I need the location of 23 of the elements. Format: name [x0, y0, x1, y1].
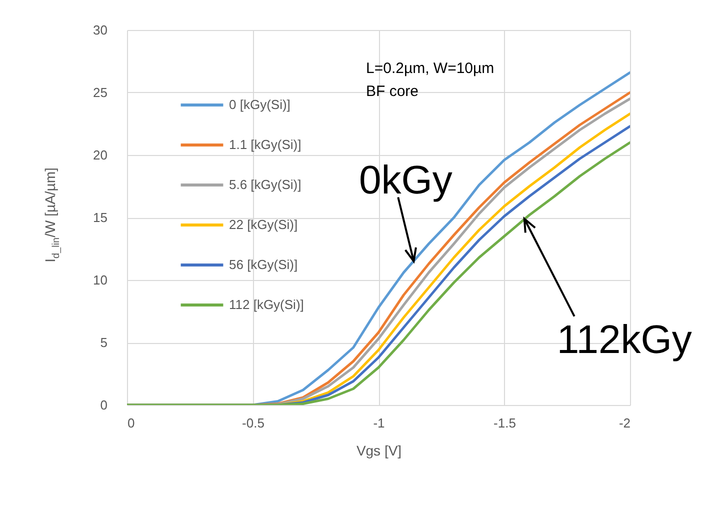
y-tick-label: 30 — [93, 22, 108, 38]
y-tick-label: 5 — [100, 335, 108, 350]
y-tick-label: 25 — [93, 85, 108, 100]
annotation: 0kGy — [359, 158, 452, 202]
y-tick-label: 10 — [93, 272, 108, 288]
legend-label: 112 [kGy(Si)] — [229, 297, 304, 312]
y-tick-label: 20 — [93, 148, 108, 162]
annotation: L=0.2µm, W=10µm — [366, 60, 494, 77]
annotation: BF core — [366, 83, 419, 100]
x-axis-title: Vgs [V] — [356, 442, 402, 458]
legend-label: 22 [kGy(Si)] — [229, 217, 298, 232]
y-tick-label: 15 — [93, 210, 108, 225]
legend-label: 1.1 [kGy(Si)] — [229, 137, 302, 152]
legend-label: 56 [kGy(Si)] — [229, 257, 298, 272]
y-tick-label: 0 — [100, 398, 108, 412]
x-tick-label: -0.5 — [242, 416, 264, 430]
legend-label: 5.6 [kGy(Si)] — [229, 177, 302, 192]
annotation: 112kGy — [556, 318, 692, 362]
legend-label: 0 [kGy(Si)] — [229, 97, 290, 112]
x-tick-label: 0 — [128, 416, 135, 430]
x-tick-label: -1 — [373, 416, 385, 430]
x-tick-label: -2 — [618, 416, 630, 430]
x-tick-label: -1.5 — [494, 416, 516, 430]
